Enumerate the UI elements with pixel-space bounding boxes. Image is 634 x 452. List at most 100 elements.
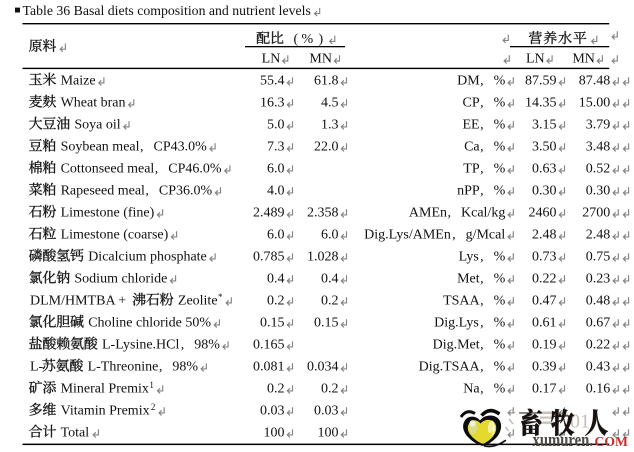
svg-text:%: % bbox=[494, 272, 506, 287]
svg-text:98%: 98% bbox=[194, 338, 220, 353]
svg-text:): ) bbox=[319, 32, 324, 47]
svg-text:%: % bbox=[494, 140, 506, 155]
svg-text:Mineral Premix: Mineral Premix bbox=[61, 382, 149, 397]
svg-text:0.17: 0.17 bbox=[532, 382, 557, 397]
svg-text:%: % bbox=[494, 316, 506, 331]
svg-text:%: % bbox=[494, 96, 506, 111]
svg-text:1.3: 1.3 bbox=[321, 118, 339, 133]
svg-text:55.4: 55.4 bbox=[260, 74, 285, 89]
svg-text:100: 100 bbox=[264, 426, 285, 441]
svg-text:87.59: 87.59 bbox=[525, 74, 557, 89]
svg-text:3.50: 3.50 bbox=[532, 140, 557, 155]
svg-text:Vitamin Premix: Vitamin Premix bbox=[61, 404, 150, 419]
svg-text:%: % bbox=[494, 74, 506, 89]
svg-text:2.358: 2.358 bbox=[307, 206, 339, 221]
svg-text:EE: EE bbox=[463, 118, 480, 133]
svg-text:7.3: 7.3 bbox=[267, 140, 285, 155]
svg-text:Cottonseed meal: Cottonseed meal bbox=[61, 162, 155, 177]
svg-text:0.30: 0.30 bbox=[586, 184, 611, 199]
svg-text:%: % bbox=[494, 338, 506, 353]
svg-text:1: 1 bbox=[149, 380, 154, 390]
svg-text:0.15: 0.15 bbox=[260, 316, 285, 331]
svg-text:,: , bbox=[480, 140, 484, 155]
svg-text:98%: 98% bbox=[172, 360, 198, 375]
svg-text:,: , bbox=[480, 96, 484, 111]
svg-text:,: , bbox=[480, 118, 484, 133]
svg-text:CP43.0%: CP43.0% bbox=[154, 140, 208, 155]
svg-text:,: , bbox=[145, 184, 149, 199]
svg-text:1.028: 1.028 bbox=[307, 250, 339, 265]
svg-text:TP: TP bbox=[463, 162, 480, 177]
svg-text:0.785: 0.785 bbox=[253, 250, 285, 265]
svg-text:Maize: Maize bbox=[61, 74, 96, 89]
svg-text:,: , bbox=[480, 294, 484, 309]
svg-text:LN: LN bbox=[526, 52, 545, 67]
svg-text:15.00: 15.00 bbox=[579, 96, 611, 111]
svg-text:,: , bbox=[480, 184, 484, 199]
svg-text:5.0: 5.0 bbox=[267, 118, 285, 133]
svg-text:0.30: 0.30 bbox=[532, 184, 557, 199]
svg-text:,: , bbox=[448, 206, 452, 221]
svg-text:LN: LN bbox=[262, 52, 281, 67]
svg-text:2.48: 2.48 bbox=[532, 228, 557, 243]
svg-text:*: * bbox=[218, 292, 223, 302]
svg-text:,: , bbox=[480, 338, 484, 353]
svg-text:Zeolite: Zeolite bbox=[178, 294, 218, 309]
svg-text:0.16: 0.16 bbox=[586, 382, 611, 397]
svg-text:0.63: 0.63 bbox=[532, 162, 557, 177]
svg-text:,: , bbox=[480, 382, 484, 397]
svg-text:%: % bbox=[494, 184, 506, 199]
svg-text:Dig.Lys/AMEn: Dig.Lys/AMEn bbox=[364, 228, 451, 243]
svg-text:0.4: 0.4 bbox=[321, 272, 339, 287]
svg-text:0.22: 0.22 bbox=[532, 272, 557, 287]
svg-text:0.61: 0.61 bbox=[532, 316, 557, 331]
svg-text:Sodium chloride: Sodium chloride bbox=[74, 272, 167, 287]
svg-text:Met: Met bbox=[457, 272, 480, 287]
svg-text:DM: DM bbox=[457, 74, 480, 89]
svg-text:87.48: 87.48 bbox=[579, 74, 611, 89]
svg-text:0.2: 0.2 bbox=[267, 294, 285, 309]
svg-text:0.48: 0.48 bbox=[586, 294, 611, 309]
svg-text:COM: COM bbox=[595, 435, 629, 450]
svg-text:01: 01 bbox=[570, 411, 590, 433]
svg-text:2700: 2700 bbox=[582, 206, 610, 221]
svg-text:%: % bbox=[494, 294, 506, 309]
svg-text:Rapeseed meal: Rapeseed meal bbox=[61, 184, 145, 199]
svg-text:%: % bbox=[494, 360, 506, 375]
svg-text:Dig.Met: Dig.Met bbox=[433, 338, 480, 353]
svg-text:,: , bbox=[480, 74, 484, 89]
svg-text:Ca: Ca bbox=[464, 140, 480, 155]
svg-text:Dig.Lys: Dig.Lys bbox=[434, 316, 479, 331]
svg-text:L-Lysine.HCl: L-Lysine.HCl bbox=[102, 338, 179, 353]
svg-text:%: % bbox=[302, 32, 314, 47]
svg-text:6.0: 6.0 bbox=[321, 228, 339, 243]
svg-text:L-Threonine: L-Threonine bbox=[88, 360, 159, 375]
svg-text:CP36.0%: CP36.0% bbox=[159, 184, 213, 199]
svg-text:0.2: 0.2 bbox=[267, 382, 285, 397]
svg-text:Kcal/kg: Kcal/kg bbox=[461, 206, 505, 221]
svg-text:4.5: 4.5 bbox=[321, 96, 339, 111]
svg-text:0.165: 0.165 bbox=[253, 338, 285, 353]
svg-text:0.39: 0.39 bbox=[532, 360, 557, 375]
svg-text:Table 36 Basal diets compositi: Table 36 Basal diets composition and nut… bbox=[23, 3, 311, 18]
svg-text:DLM/HMTBA +: DLM/HMTBA + bbox=[30, 294, 126, 309]
svg-text:%: % bbox=[494, 118, 506, 133]
svg-text:0.19: 0.19 bbox=[532, 338, 557, 353]
svg-text:nPP: nPP bbox=[457, 184, 480, 199]
svg-text:,: , bbox=[480, 360, 484, 375]
svg-text:%: % bbox=[494, 382, 506, 397]
svg-text:Soya oil: Soya oil bbox=[74, 118, 120, 133]
svg-text:2: 2 bbox=[151, 402, 156, 412]
svg-text:Choline chloride 50%: Choline chloride 50% bbox=[88, 316, 211, 331]
svg-text:0.2: 0.2 bbox=[321, 382, 339, 397]
svg-text:,: , bbox=[480, 316, 484, 331]
svg-text:61.8: 61.8 bbox=[314, 74, 339, 89]
svg-text:0.73: 0.73 bbox=[532, 250, 557, 265]
svg-text:,: , bbox=[155, 162, 159, 177]
svg-text:0.4: 0.4 bbox=[267, 272, 285, 287]
svg-text:Limestone (coarse): Limestone (coarse) bbox=[61, 228, 169, 243]
svg-text:%: % bbox=[494, 250, 506, 265]
svg-text:0.23: 0.23 bbox=[586, 272, 611, 287]
svg-text:MN: MN bbox=[572, 52, 595, 67]
svg-text:6.0: 6.0 bbox=[267, 228, 285, 243]
